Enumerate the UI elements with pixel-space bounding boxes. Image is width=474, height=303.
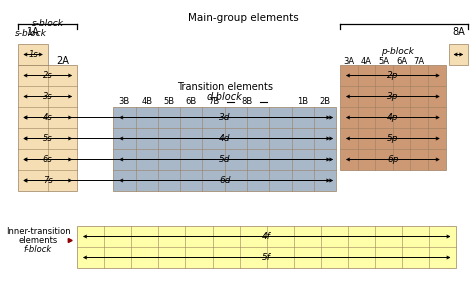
Text: 4B: 4B [141, 98, 152, 106]
Text: 5B: 5B [164, 98, 174, 106]
Text: s-block: s-block [32, 19, 64, 28]
Bar [18, 65, 77, 191]
Text: 6A: 6A [396, 56, 407, 65]
Text: f-block: f-block [24, 245, 52, 254]
Text: 7A: 7A [414, 56, 425, 65]
Text: s-block: s-block [15, 28, 47, 38]
Text: 4f: 4f [262, 232, 271, 241]
Text: 2A: 2A [56, 56, 69, 66]
Bar [77, 226, 456, 268]
Text: 2p: 2p [387, 71, 399, 80]
Text: 3A: 3A [343, 56, 355, 65]
Text: Inner-transition: Inner-transition [6, 227, 70, 236]
Text: 5d: 5d [219, 155, 230, 164]
Text: 4A: 4A [361, 56, 372, 65]
Text: 1A: 1A [27, 27, 39, 37]
Text: 7B: 7B [208, 98, 219, 106]
Text: 5A: 5A [379, 56, 390, 65]
Bar [18, 44, 48, 65]
Text: 3d: 3d [219, 113, 230, 122]
Text: d-block: d-block [207, 92, 243, 102]
Text: 4s: 4s [43, 113, 53, 122]
Text: 4p: 4p [387, 113, 399, 122]
Text: 3B: 3B [119, 98, 130, 106]
Text: 8A: 8A [452, 27, 465, 37]
Bar [340, 65, 446, 170]
Text: 6B: 6B [186, 98, 197, 106]
Text: 5p: 5p [387, 134, 399, 143]
Text: 7s: 7s [43, 176, 53, 185]
Text: 5f: 5f [262, 253, 271, 262]
Text: Transition elements: Transition elements [177, 82, 273, 92]
Text: 1s: 1s [28, 50, 38, 59]
Bar [113, 107, 336, 191]
Text: 2B: 2B [319, 98, 330, 106]
Text: 6p: 6p [387, 155, 399, 164]
Polygon shape [68, 238, 72, 242]
Text: 4d: 4d [219, 134, 230, 143]
Text: elements: elements [18, 236, 58, 245]
Text: Main-group elements: Main-group elements [188, 13, 299, 23]
Text: 6d: 6d [219, 176, 230, 185]
Text: 3p: 3p [387, 92, 399, 101]
Bar [448, 44, 468, 65]
Text: 2s: 2s [43, 71, 53, 80]
Text: 5s: 5s [43, 134, 53, 143]
Text: p-block: p-block [381, 48, 414, 56]
Text: 8B: 8B [241, 98, 253, 106]
Text: 1B: 1B [297, 98, 308, 106]
Text: 3s: 3s [43, 92, 53, 101]
Text: 6s: 6s [43, 155, 53, 164]
